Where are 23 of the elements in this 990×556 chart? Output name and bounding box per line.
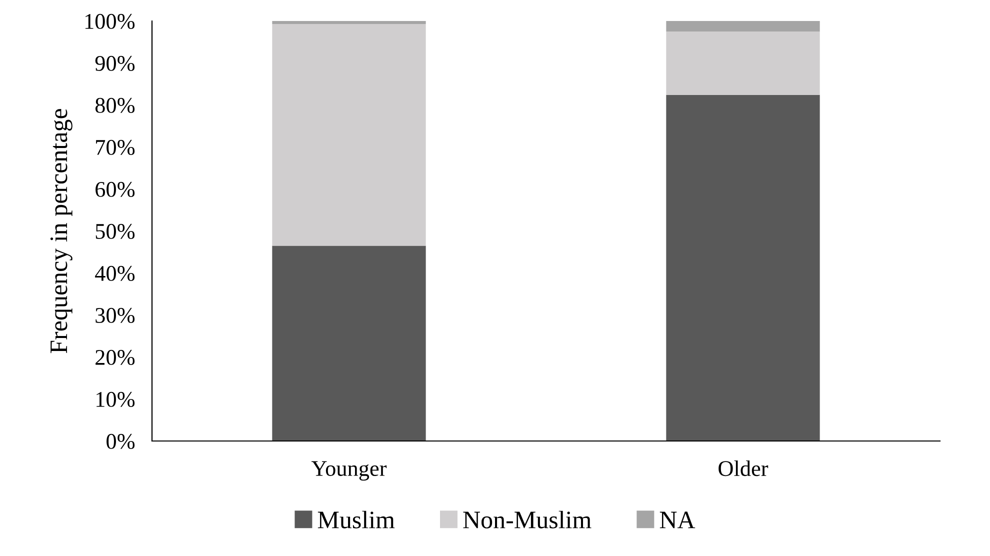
y-tick-label: 30%: [96, 308, 135, 323]
bar: [272, 21, 426, 24]
legend-label: Muslim: [318, 510, 395, 528]
y-tick-label: 70%: [96, 140, 135, 155]
x-tick-label: Younger: [311, 461, 387, 481]
y-tick-label: 100%: [85, 14, 135, 29]
y-tick-label: 50%: [96, 224, 135, 239]
bar: [272, 246, 426, 441]
y-tick-label: 90%: [95, 56, 135, 71]
y-tick-label: 0%: [106, 434, 135, 449]
bar: [666, 32, 820, 95]
legend-label: Non-Muslim: [463, 510, 592, 528]
x-tick-label: Older: [718, 460, 768, 476]
bar: [666, 21, 820, 32]
y-tick-label: 10%: [96, 392, 135, 407]
y-tick-label: 40%: [95, 266, 135, 281]
bar: [272, 24, 426, 246]
y-tick-label: 20%: [96, 350, 135, 365]
y-tick-label: 80%: [95, 98, 135, 113]
y-tick-label: 60%: [96, 182, 135, 197]
legend-label: NA: [660, 512, 696, 528]
bar: [666, 94, 820, 441]
y-axis-title: Frequency in percentage: [50, 109, 72, 354]
